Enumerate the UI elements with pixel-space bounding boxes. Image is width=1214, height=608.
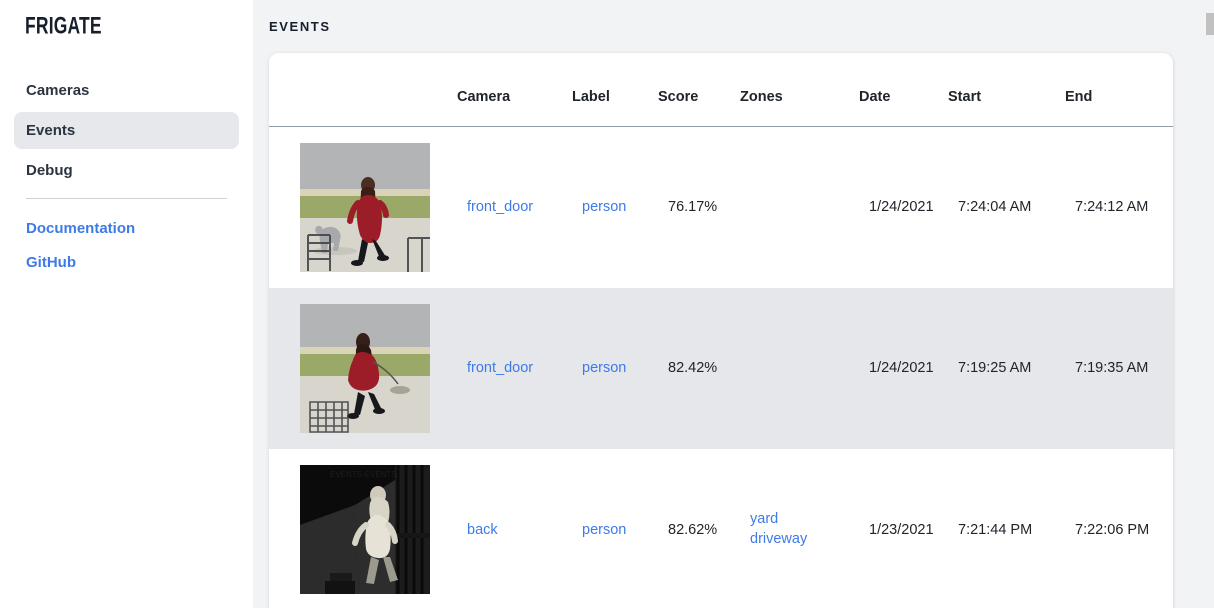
svg-text:EVENTS-EVENTS: EVENTS-EVENTS: [330, 470, 397, 479]
